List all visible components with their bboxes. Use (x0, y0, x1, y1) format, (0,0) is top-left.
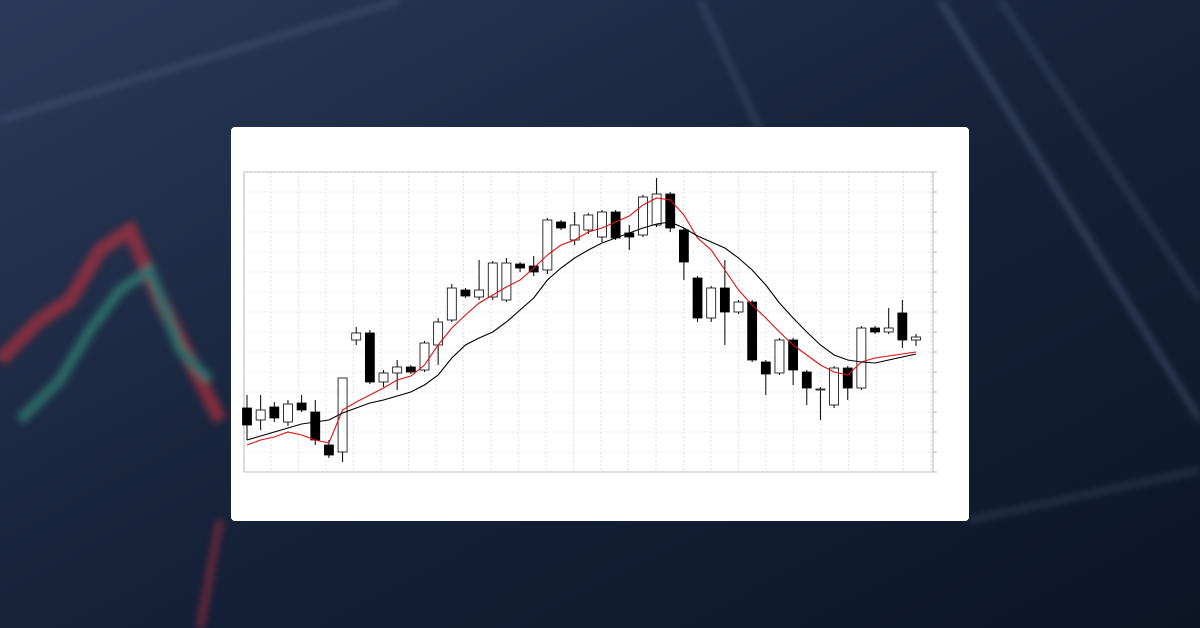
candle-body (678, 229, 689, 263)
candle-body (706, 287, 717, 319)
candle-body (474, 289, 485, 298)
candle-body (269, 406, 280, 419)
candle-body (883, 327, 894, 333)
candle-body (542, 219, 553, 271)
candle-body (392, 366, 403, 374)
candle-body (501, 262, 512, 301)
candle-body (405, 366, 416, 373)
candle-body (255, 409, 266, 421)
candle-body (651, 193, 662, 226)
candle-body (911, 336, 921, 341)
candle-body (296, 402, 307, 411)
chart-card (231, 127, 969, 521)
candle-body (515, 263, 525, 269)
candle-body (351, 332, 362, 341)
candle-body (446, 287, 457, 321)
candle-body (364, 332, 375, 383)
candle-body (597, 211, 607, 238)
candle-body (733, 301, 744, 313)
candle-body (801, 371, 812, 389)
moving-average-line (246, 197, 917, 446)
candle-body (897, 312, 908, 341)
candle-body (760, 361, 771, 375)
moving-average-line (246, 221, 917, 441)
candle-body (242, 407, 252, 426)
candle-body (378, 372, 389, 383)
candle-body (460, 289, 471, 297)
candle-body (815, 388, 826, 391)
candle-body (842, 367, 853, 389)
candle-body (719, 287, 730, 313)
candle-body (556, 221, 566, 229)
candle-body (692, 277, 703, 319)
chart (242, 171, 937, 473)
candle-body (583, 214, 594, 231)
candle-body (870, 327, 880, 333)
candle-body (747, 301, 758, 361)
candle-body (638, 196, 648, 236)
candle-body (856, 327, 867, 389)
candle-body (487, 262, 498, 298)
candle-body (788, 339, 799, 371)
candle-body (310, 411, 321, 441)
candle-body (419, 342, 430, 371)
candle-body (610, 211, 621, 239)
candle-body (774, 339, 785, 374)
candle-body (324, 444, 334, 456)
candle-body (528, 265, 539, 273)
candle-body (283, 403, 293, 423)
candle-body (665, 193, 676, 229)
candle-body (829, 367, 839, 406)
